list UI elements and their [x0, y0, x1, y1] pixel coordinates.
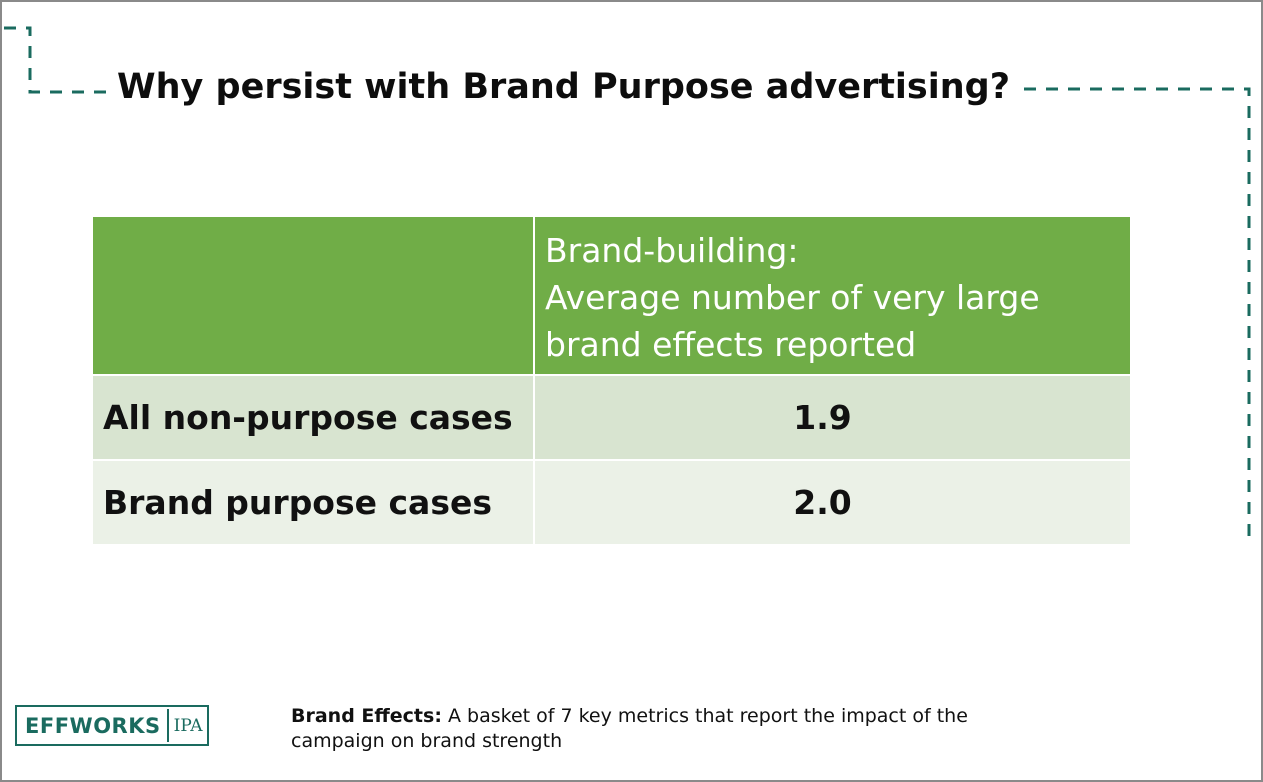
slide-title: Why persist with Brand Purpose advertisi… — [113, 62, 1021, 112]
logo-main-text: EFFWORKS — [25, 713, 161, 738]
logo-sub-text: IPA — [173, 715, 203, 736]
effworks-ipa-logo: EFFWORKS IPA — [15, 705, 209, 746]
header-line: brand effects reported — [545, 325, 917, 364]
header-line: Brand-building: — [545, 231, 799, 270]
footnote: Brand Effects: A basket of 7 key metrics… — [291, 704, 1051, 754]
header-metric-cell: Brand-building: Average number of very l… — [534, 217, 1130, 376]
row-value: 1.9 — [534, 375, 1130, 461]
header-line: Average number of very large — [545, 278, 1040, 317]
table-row: Brand purpose cases 2.0 — [93, 460, 1130, 546]
footnote-term: Brand Effects: — [291, 705, 442, 727]
comparison-table: Brand-building: Average number of very l… — [93, 217, 1130, 546]
logo-divider — [166, 709, 169, 742]
footnote-text: A basket of 7 key metrics that report th… — [291, 705, 968, 752]
row-label: Brand purpose cases — [93, 460, 535, 546]
table-row: All non-purpose cases 1.9 — [93, 375, 1130, 461]
row-value: 2.0 — [534, 460, 1130, 546]
row-label: All non-purpose cases — [93, 375, 535, 461]
table-header-row: Brand-building: Average number of very l… — [93, 217, 1130, 376]
header-empty-cell — [93, 217, 535, 376]
